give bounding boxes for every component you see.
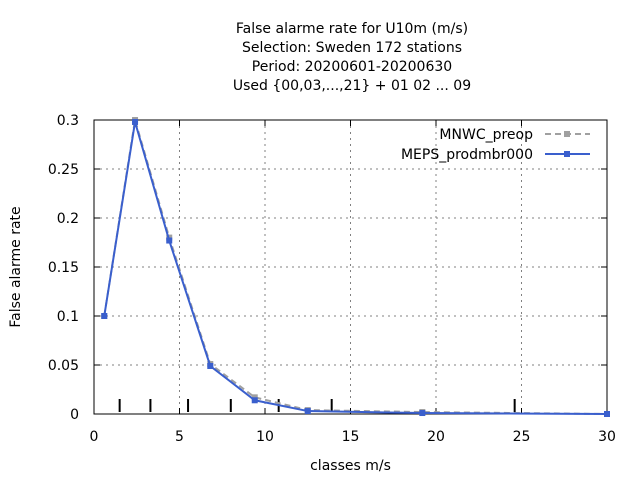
x-tick-label: 10 [256, 429, 274, 445]
y-tick-label: 0.25 [48, 162, 79, 178]
y-tick-label: 0.3 [57, 113, 79, 129]
chart-title: False alarme rate for U10m (m/s) Selectio… [233, 21, 471, 94]
series-line [103, 121, 608, 415]
x-tick-label: 15 [342, 429, 360, 445]
legend-label: MNWC_preop [439, 127, 533, 143]
legend: MNWC_preop MEPS_prodmbr000 [401, 127, 590, 163]
data-point [132, 118, 139, 125]
data-point [604, 411, 610, 417]
title-line: Period: 20200601-20200630 [252, 59, 452, 75]
x-tick-label: 30 [598, 429, 616, 445]
legend-marker [564, 131, 570, 137]
grid [94, 120, 607, 414]
data-point [207, 362, 214, 369]
plot-frame [93, 119, 608, 415]
data-point [101, 313, 108, 319]
x-tick-label: 0 [90, 429, 99, 445]
class-marks [118, 399, 516, 412]
legend-label: MEPS_prodmbr000 [401, 147, 533, 163]
legend-marker [564, 151, 570, 157]
y-tick-label: 0.15 [48, 260, 79, 276]
y-tick-label: 0.05 [48, 358, 79, 374]
y-axis: 0 0.05 0.1 0.15 0.2 0.25 0.3 [48, 113, 607, 423]
title-line: Used {00,03,...,21} + 01 02 ... 09 [233, 78, 471, 94]
x-tick-label: 20 [427, 429, 445, 445]
x-axis-label: classes m/s [310, 458, 391, 474]
y-tick-label: 0 [70, 407, 79, 423]
y-tick-label: 0.1 [57, 309, 79, 325]
data-point [304, 408, 311, 415]
title-line: Selection: Sweden 172 stations [242, 40, 462, 56]
y-axis-label: False alarme rate [8, 206, 24, 327]
x-tick-label: 5 [175, 429, 184, 445]
series-line [103, 119, 608, 415]
x-tick-label: 25 [513, 429, 531, 445]
x-axis: 0 5 10 15 20 25 30 [90, 120, 616, 445]
data-point [166, 237, 173, 244]
y-tick-label: 0.2 [57, 211, 79, 227]
series-group [101, 117, 610, 417]
title-line: False alarme rate for U10m (m/s) [236, 21, 468, 37]
data-point [251, 397, 258, 404]
data-point [419, 410, 426, 417]
